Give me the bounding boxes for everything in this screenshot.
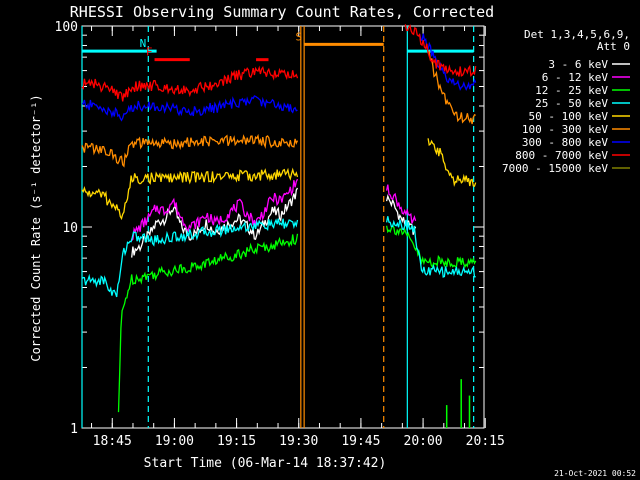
series-line [404, 24, 477, 78]
legend-label: 3 - 6 keV [548, 58, 608, 71]
series-line [81, 95, 298, 122]
x-tick-label: 20:00 [404, 434, 443, 449]
footer-date: 21-Oct-2021 00:52 [554, 469, 636, 478]
legend-label: 50 - 100 keV [529, 110, 609, 123]
legend-header: Att 0 [597, 40, 630, 53]
flag-label: N [140, 37, 147, 50]
x-tick-label: 19:30 [279, 434, 318, 449]
series-line [131, 178, 299, 241]
x-tick-label: 19:45 [341, 434, 380, 449]
legend-label: 25 - 50 keV [535, 97, 608, 110]
x-tick-label: 19:00 [155, 434, 194, 449]
series-line [419, 33, 477, 92]
series-line [117, 233, 299, 413]
y-tick-label: 100 [55, 20, 78, 35]
x-tick-label: 18:45 [93, 434, 132, 449]
series-line [81, 133, 299, 168]
legend-label: 100 - 300 keV [522, 123, 608, 136]
series-line [81, 218, 299, 298]
series-line [81, 65, 299, 102]
legend-label: 12 - 25 keV [535, 84, 608, 97]
y-axis-label: Corrected Count Rate (s⁻¹ detector⁻¹) [29, 94, 43, 361]
legend-label: 7000 - 15000 keV [502, 162, 608, 175]
flag-label: F [146, 46, 153, 59]
series-line [427, 138, 477, 188]
series-line [385, 194, 417, 235]
y-tick-label: 1 [70, 422, 78, 437]
legend-label: 800 - 7000 keV [515, 149, 608, 162]
x-tick-label: 19:15 [217, 434, 256, 449]
flag-label: S [296, 30, 303, 43]
plot-area: 1 10 100 18:45 19:00 19:15 19:30 19:45 20:00 20:1… [55, 20, 505, 449]
series-line [385, 184, 417, 224]
y-tick-label: 10 [62, 221, 78, 236]
series-line [385, 224, 477, 269]
series-line [427, 50, 476, 125]
legend-header: Det 1,3,4,5,6,9, [524, 28, 630, 41]
chart-title: RHESSI Observing Summary Count Rates, Co… [70, 3, 494, 21]
series-line [385, 216, 476, 278]
legend-label: 6 - 12 keV [542, 71, 609, 84]
x-axis-label: Start Time (06-Mar-14 18:37:42) [144, 456, 387, 471]
x-tick-label: 20:15 [466, 434, 505, 449]
legend-label: 300 - 800 keV [522, 136, 608, 149]
series-line [81, 167, 299, 221]
